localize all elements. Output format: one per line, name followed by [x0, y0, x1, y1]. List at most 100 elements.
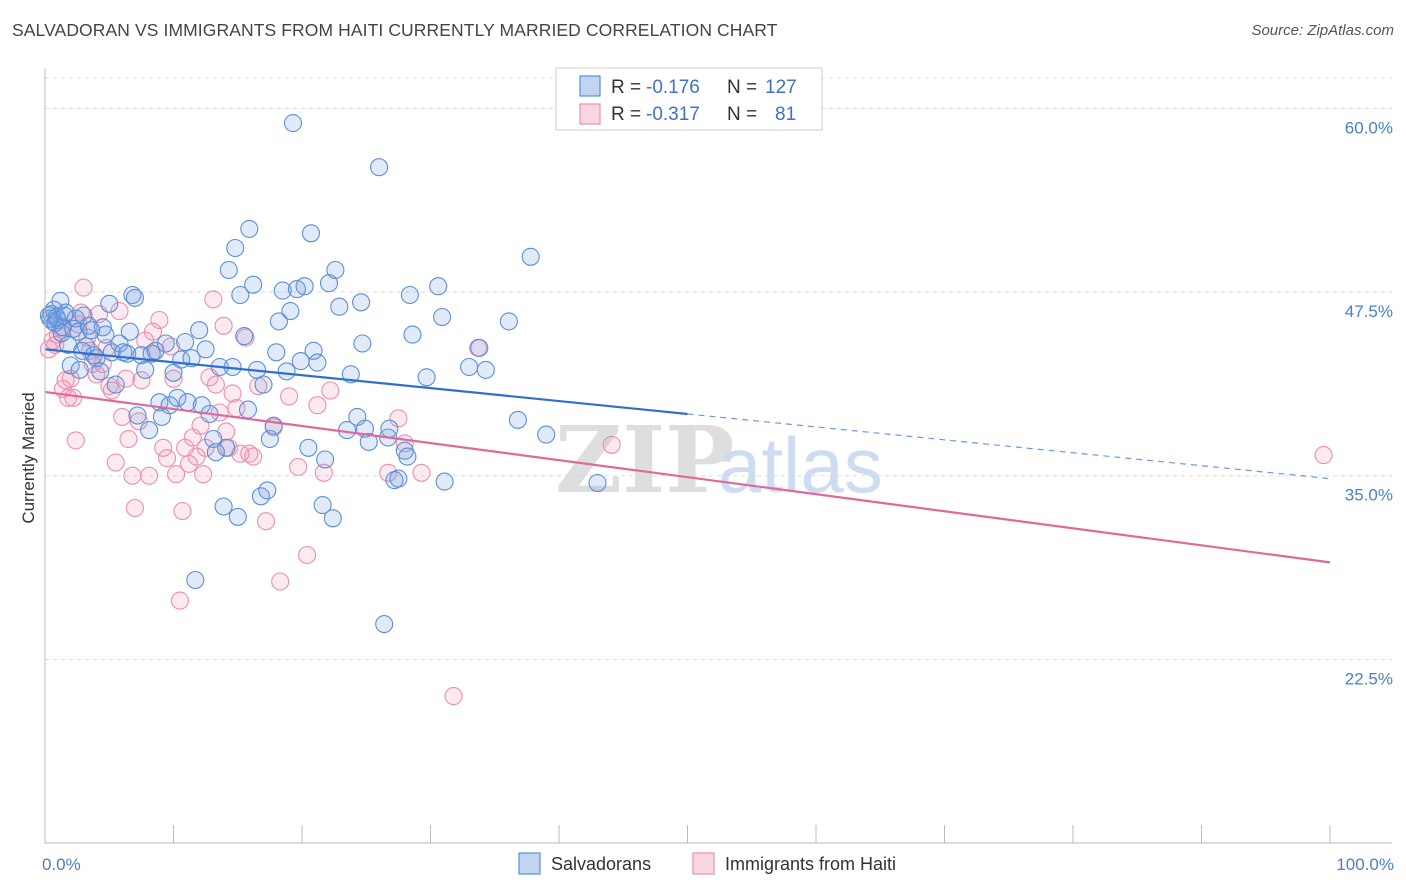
salvadoran-point: [156, 334, 175, 353]
salvadoran-point: [508, 410, 527, 429]
salvadoran-point: [316, 450, 335, 469]
salvadoran-point: [313, 496, 332, 515]
salvadoran-point: [389, 469, 408, 488]
salvadoran-point: [330, 297, 349, 316]
haiti-point: [321, 381, 340, 400]
haiti-point: [173, 501, 192, 521]
haiti-point: [154, 438, 173, 457]
haiti-point: [256, 512, 276, 531]
legend-r-label-2: R =: [611, 104, 641, 125]
grid-lines: 60.0% 47.5% 35.0% 22.5%: [45, 77, 1393, 688]
haiti-points: [39, 278, 1333, 706]
haiti-point: [223, 384, 242, 403]
salvadoran-point: [93, 318, 112, 337]
haiti-point: [132, 371, 151, 390]
haiti-point: [125, 498, 144, 518]
haiti-point: [389, 409, 408, 428]
haiti-point: [271, 572, 290, 591]
haiti-point: [143, 322, 162, 341]
salvadoran-point: [470, 338, 489, 357]
salvadoran-point: [106, 375, 125, 394]
haiti-point: [289, 457, 308, 476]
legend-n-label-2: N =: [727, 104, 757, 125]
salvadoran-point: [476, 360, 495, 379]
salvadoran-point: [219, 260, 238, 280]
salvadoran-point: [61, 356, 80, 375]
bottom-legend-swatch-haiti: [692, 852, 715, 875]
haiti-point: [204, 290, 223, 309]
haiti-point: [64, 388, 83, 407]
haiti-point: [444, 687, 463, 706]
haiti-point: [110, 302, 129, 321]
salvadoran-point: [537, 425, 556, 444]
haiti-point: [164, 369, 183, 388]
watermark-atlas: atlas: [718, 421, 883, 509]
chart-title: SALVADORAN VS IMMIGRANTS FROM HAITI CURR…: [12, 20, 778, 40]
salvadoran-point: [260, 429, 279, 449]
salvadoran-point: [55, 306, 74, 325]
haiti-point: [298, 545, 317, 565]
haiti-point: [412, 463, 431, 482]
salvadoran-point: [588, 473, 607, 493]
legend-swatch-haiti: [579, 103, 601, 125]
salvadoran-point: [51, 291, 70, 310]
salvadoran-point: [74, 306, 93, 325]
salvadoran-point: [196, 340, 215, 359]
salvadoran-point: [400, 285, 419, 305]
salvadoran-point: [96, 325, 115, 344]
salvadoran-point: [82, 321, 101, 340]
haiti-point: [280, 387, 299, 406]
salvadoran-point: [353, 334, 372, 353]
salvadoran-point: [304, 341, 323, 360]
legend-r-value-2: -0.317: [646, 104, 700, 125]
haiti-trend-line: [44, 390, 1331, 564]
salvadoran-point: [41, 309, 60, 328]
y-tick-label: 60.0%: [1345, 118, 1393, 137]
salvadoran-point: [100, 294, 119, 313]
watermark-zip: ZIP: [555, 406, 734, 514]
salvadoran-point: [120, 322, 139, 341]
salvadoran-trend-line: [44, 348, 688, 416]
salvadoran-point: [460, 357, 479, 377]
haiti-point: [119, 429, 138, 449]
salvadoran-point: [319, 274, 339, 293]
y-tick-label: 47.5%: [1345, 302, 1393, 321]
haiti-point: [179, 454, 198, 473]
salvadoran-points: [39, 114, 607, 634]
salvadoran-point: [217, 438, 236, 457]
salvadoran-point: [123, 285, 142, 305]
salvadoran-point: [214, 497, 233, 516]
axes: 0.0% 100.0%: [42, 68, 1394, 874]
haiti-point: [140, 466, 159, 485]
salvadoran-point: [190, 321, 209, 340]
haiti-point: [214, 316, 233, 335]
salvadoran-point: [308, 353, 327, 372]
trend-lines: [44, 348, 1331, 564]
salvadoran-point: [235, 327, 254, 346]
bottom-legend-label-salvadoran: Salvadorans: [551, 854, 651, 874]
bottom-legend-label-haiti: Immigrants from Haiti: [725, 854, 896, 874]
salvadoran-point: [91, 362, 110, 381]
salvadoran-point: [186, 570, 205, 590]
salvadoran-point: [176, 332, 195, 352]
salvadoran-point: [281, 302, 300, 321]
watermark: ZIP atlas: [555, 406, 883, 514]
salvadoran-point: [182, 349, 201, 368]
salvadoran-point: [403, 325, 422, 344]
haiti-point: [167, 465, 186, 484]
salvadoran-trend-extension: [687, 413, 1331, 480]
salvadoran-point: [168, 388, 187, 407]
salvadoran-point: [429, 277, 448, 296]
salvadoran-point: [254, 375, 273, 394]
salvadoran-point: [283, 114, 303, 133]
salvadoran-point: [359, 432, 378, 451]
salvadoran-point: [380, 419, 399, 438]
salvadoran-point: [273, 281, 292, 300]
salvadoran-point: [323, 509, 342, 528]
legend-r-value-1: -0.176: [646, 77, 700, 98]
haiti-point: [74, 278, 93, 297]
salvadoran-point: [136, 360, 155, 379]
salvadoran-point: [398, 447, 417, 466]
salvadoran-point: [269, 312, 288, 331]
